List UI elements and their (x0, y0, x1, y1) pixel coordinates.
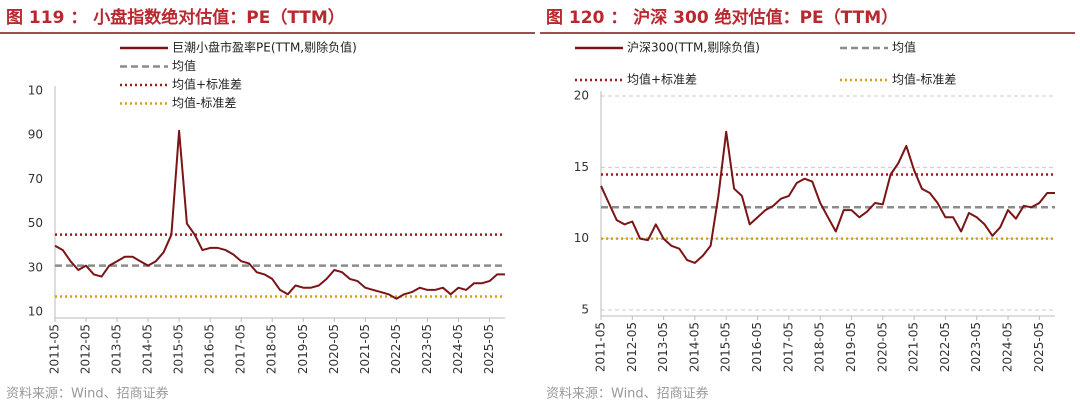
x-tick-label: 2013-05 (656, 322, 670, 372)
y-tick-label: 30 (28, 260, 43, 274)
y-tick-label: 90 (28, 128, 43, 142)
x-tick-label: 2011-05 (594, 322, 608, 372)
legend-label: 均值-标准差 (892, 72, 956, 87)
x-tick-label: 2013-05 (110, 324, 124, 374)
x-tick-label: 2024-05 (451, 324, 465, 374)
x-tick-label: 2012-05 (625, 322, 639, 372)
x-tick-label: 2022-05 (389, 324, 403, 374)
chart-title: 图 120 ： 沪深 300 绝对估值：PE（TTM） (546, 7, 898, 28)
y-tick-label: 10 (574, 231, 589, 245)
x-tick-label: 2016-05 (203, 324, 217, 374)
x-tick-label: 2014-05 (141, 324, 155, 374)
source-note: 资料来源：Wind、招商证券 (6, 386, 169, 402)
legend-label: 均值+标准差 (627, 72, 697, 87)
x-tick-label: 2024-05 (1001, 322, 1015, 372)
x-tick-label: 2025-05 (1032, 322, 1046, 372)
x-tick-label: 2018-05 (813, 322, 827, 372)
chart-panel: 图 120 ： 沪深 300 绝对估值：PE（TTM） 资料来源：Wind、招商证… (540, 7, 1075, 402)
legend-label: 沪深300(TTM,剔除负值) (627, 40, 760, 55)
x-tick-label: 2015-05 (172, 324, 186, 374)
series-line (600, 130, 1055, 264)
x-tick-label: 2023-05 (969, 322, 983, 372)
legend-label: 均值 (172, 58, 196, 73)
legend-label: 巨潮小盘市盈率PE(TTM,剔除负值) (172, 40, 357, 55)
series-line (54, 129, 505, 300)
y-tick-label: 10 (28, 84, 43, 98)
x-tick-label: 2017-05 (781, 322, 795, 372)
x-tick-label: 2020-05 (875, 322, 889, 372)
x-tick-label: 2012-05 (79, 324, 93, 374)
y-tick-label: 10 (28, 305, 43, 319)
x-tick-label: 2021-05 (907, 322, 921, 372)
legend-label: 均值-标准差 (172, 95, 236, 110)
x-tick-label: 2022-05 (938, 322, 952, 372)
x-tick-label: 2020-05 (327, 324, 341, 374)
y-tick-label: 20 (574, 89, 589, 103)
x-tick-label: 2014-05 (687, 322, 701, 372)
y-tick-label: 15 (574, 160, 589, 174)
legend-label: 均值 (892, 40, 916, 55)
legend-label: 均值+标准差 (172, 77, 242, 92)
source-note: 资料来源：Wind、招商证券 (546, 386, 709, 402)
x-tick-label: 2019-05 (844, 322, 858, 372)
x-tick-label: 2025-05 (482, 324, 496, 374)
x-tick-label: 2019-05 (296, 324, 310, 374)
y-tick-label: 5 (581, 303, 589, 317)
x-tick-label: 2017-05 (234, 324, 248, 374)
x-tick-label: 2018-05 (265, 324, 279, 374)
x-tick-label: 2011-05 (48, 324, 62, 374)
x-tick-label: 2021-05 (358, 324, 372, 374)
y-tick-label: 50 (28, 216, 43, 230)
x-tick-label: 2016-05 (750, 322, 764, 372)
x-tick-label: 2015-05 (719, 322, 733, 372)
y-tick-label: 70 (28, 172, 43, 186)
chart-title: 图 119 ： 小盘指数绝对估值：PE（TTM） (6, 7, 345, 28)
x-tick-label: 2023-05 (420, 324, 434, 374)
chart-panel: 图 119 ： 小盘指数绝对估值：PE（TTM） 资料来源：Wind、招商证券 10… (0, 7, 535, 402)
